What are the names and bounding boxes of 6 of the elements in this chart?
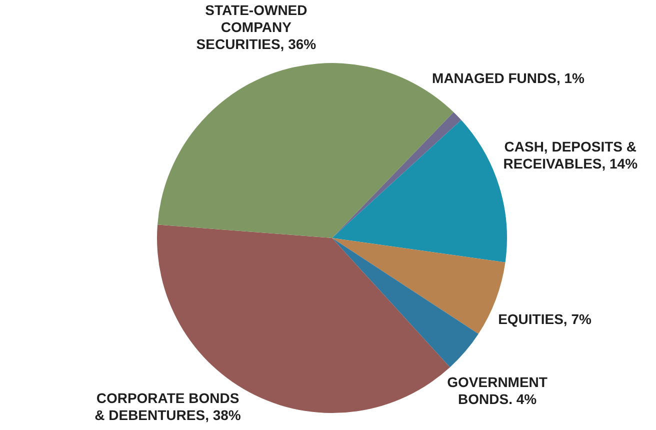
slice-label: STATE-OWNED COMPANY SECURITIES, 36% — [196, 2, 317, 52]
slice-label: MANAGED FUNDS, 1% — [432, 70, 586, 86]
slice-label: GOVERNMENT BONDS. 4% — [447, 374, 548, 408]
slice-label: EQUITIES, 7% — [498, 310, 592, 327]
slice-label: CORPORATE BONDS & DEBENTURES, 38% — [94, 390, 242, 423]
slice-label: CASH, DEPOSITS & RECEIVABLES, 14% — [503, 138, 638, 172]
